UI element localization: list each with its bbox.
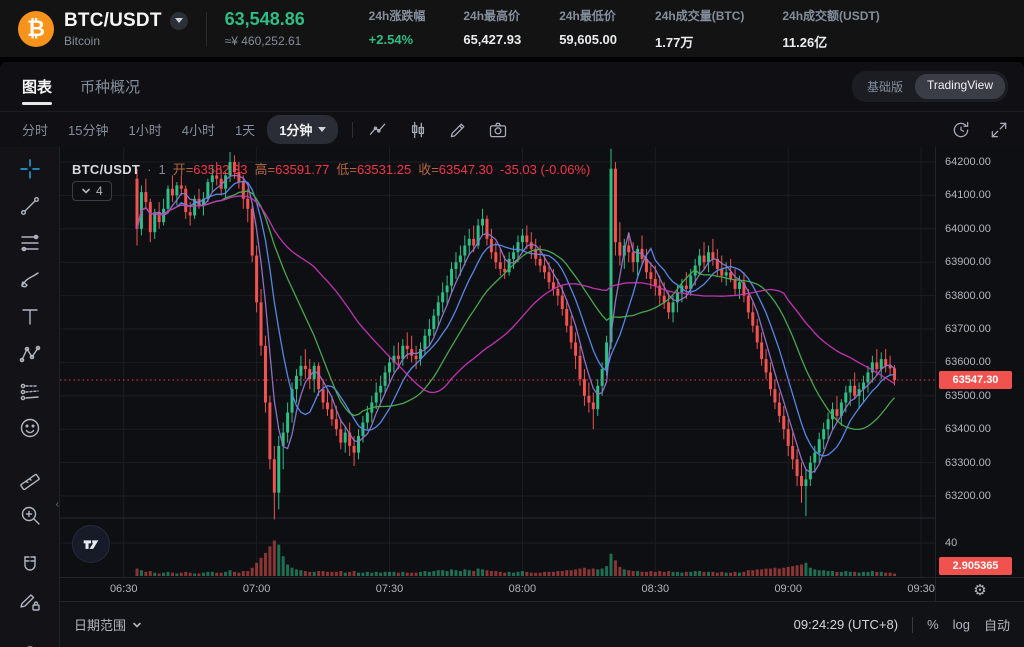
tab-chart[interactable]: 图表 [22,62,52,111]
price-tick-label: 63300.00 [945,456,991,469]
magnet-icon[interactable] [17,553,43,577]
volume-tick-label: 40 [945,537,958,549]
time-axis[interactable]: 06:30 07:00 07:30 08:00 08:30 09:00 09:30 [60,577,935,601]
bitcoin-logo: ₿ [18,10,54,47]
chart-legend: BTC/USDT · 1 开=63582.33 高=63591.77 低=635… [72,162,591,177]
text-tool-icon[interactable] [17,305,43,329]
chart-panel: 图表 币种概况 基础版 TradingView 分时 15分钟 1小时 4小时 … [0,62,1024,647]
chart-region: ‹ BTC/USDT · 1 开=63582.33 高=63591.77 低=6… [0,147,1024,647]
price-axis[interactable]: 63547.30 2.905365 64200.00 64100.00 64000.… [935,147,1024,577]
timeframe-time[interactable]: 分时 [22,123,49,138]
object-tree-icon[interactable] [17,631,43,647]
session-clock[interactable]: 09:24:29 (UTC+8) [793,617,899,632]
stat-change: 24h涨跌幅 +2.54% [368,8,426,47]
sidebar-collapse-handle[interactable]: ‹ [55,499,59,510]
indicators-collapse-chip[interactable]: 4 [72,181,112,201]
line-chart-icon[interactable] [367,119,389,141]
current-price-badge: 63547.30 [939,371,1012,390]
toolbar-divider [352,121,354,138]
symbol-dropdown-button[interactable] [169,11,188,30]
stat-volume-usdt: 24h成交额(USDT) 11.26亿 [782,8,880,50]
chart-bottom-bar: 日期范围 09:24:29 (UTC+8) % log 自动 [60,601,1024,647]
refresh-icon[interactable] [950,119,972,141]
fiat-price: ≈¥ 460,252.61 [224,34,302,48]
time-tick-label: 08:00 [508,583,537,595]
symbol-title: BTC/USDT [64,9,162,31]
timeframe-4h[interactable]: 4小时 [181,123,215,138]
mode-tradingview[interactable]: TradingView [914,74,1005,99]
camera-icon[interactable] [487,119,509,141]
fib-retracement-icon[interactable] [17,231,43,255]
price-tick-label: 63200.00 [945,490,991,503]
price-tick-label: 64100.00 [945,189,991,202]
chevron-down-icon [318,127,327,132]
zoom-in-icon[interactable] [17,503,43,527]
last-price: 63,548.86 [224,9,305,29]
tab-coin-overview[interactable]: 币种概况 [80,79,141,96]
price-tick-label: 63600.00 [945,356,991,369]
timeframe-1h[interactable]: 1小时 [128,123,162,138]
price-tick-label: 63500.00 [945,389,991,402]
price-tick-label: 64000.00 [945,222,991,235]
time-tick-label: 06:30 [109,583,138,595]
drawing-toolbar: ‹ [0,147,60,647]
time-tick-label: 07:00 [242,583,271,595]
mode-basic[interactable]: 基础版 [866,80,903,94]
price-chart-svg[interactable] [60,147,935,577]
percent-scale-button[interactable]: % [927,617,939,632]
gear-icon[interactable]: ⚙ [973,580,987,599]
chart-mode-toggle: 基础版 TradingView [851,71,1008,102]
stat-volume-btc: 24h成交量(BTC) 1.77万 [655,8,745,50]
stat-low: 24h最低价 59,605.00 [559,8,618,47]
header-divider [205,11,207,46]
timeframe-1d[interactable]: 1天 [234,123,256,138]
time-tick-label: 07:30 [375,583,404,595]
price-tick-label: 63900.00 [945,256,991,269]
emoji-icon[interactable] [17,416,43,440]
price-tick-label: 63700.00 [945,323,991,336]
auto-scale-button[interactable]: 自动 [983,618,1010,633]
fullscreen-icon[interactable] [988,119,1010,141]
stat-high: 24h最高价 65,427.93 [463,8,522,47]
price-tick-label: 64200.00 [945,156,991,169]
ruler-icon[interactable] [17,466,43,490]
axis-corner: ⚙ [935,577,1024,601]
trendline-icon[interactable] [17,194,43,218]
tradingview-logo [72,525,110,563]
price-tick-label: 63400.00 [945,423,991,436]
market-header: ₿ BTC/USDT Bitcoin 63,548.86 ≈¥ 460,252.… [0,0,1024,57]
chart-canvas[interactable]: BTC/USDT · 1 开=63582.33 高=63591.77 低=635… [60,147,935,577]
time-tick-label: 08:30 [641,583,670,595]
chevron-down-icon [133,622,141,628]
timeframe-15m[interactable]: 15分钟 [68,123,109,138]
crosshair-icon[interactable] [17,157,43,181]
current-volume-badge: 2.905365 [939,557,1012,575]
brush-icon[interactable] [17,268,43,292]
forecast-icon[interactable] [17,379,43,403]
date-range-button[interactable]: 日期范围 [66,611,150,638]
chevron-down-icon [174,18,183,23]
lock-drawings-icon[interactable] [17,590,43,614]
chevron-down-icon [82,188,90,194]
time-tick-label: 09:30 [907,583,935,595]
candlestick-icon[interactable] [407,119,429,141]
bottom-divider [912,616,914,633]
pattern-icon[interactable] [17,342,43,366]
time-tick-label: 09:00 [774,583,802,595]
log-scale-button[interactable]: log [952,617,970,632]
coin-name: Bitcoin [64,33,101,48]
pencil-icon[interactable] [447,119,469,141]
timeframe-dropdown[interactable]: 1分钟 [267,115,339,144]
price-tick-label: 63800.00 [945,289,991,302]
